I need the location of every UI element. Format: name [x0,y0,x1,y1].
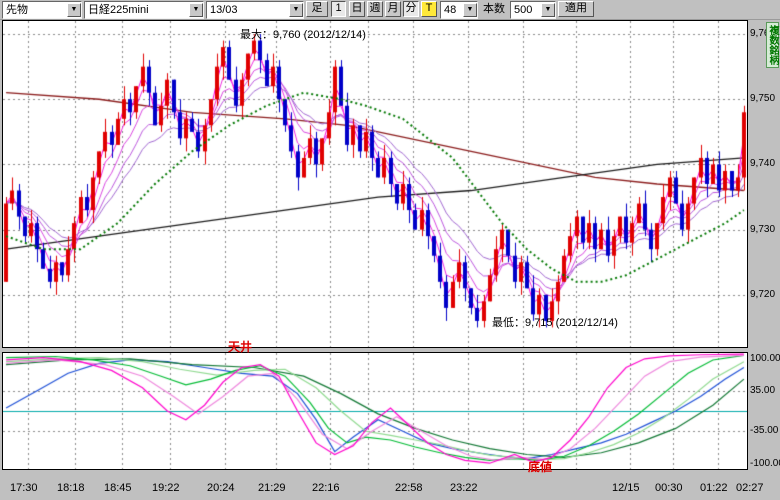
period-button-minute[interactable]: 分 [403,1,419,17]
time-axis-label: 12/15 [612,482,640,494]
main-chart-canvas[interactable] [3,21,747,347]
time-axis-label: 01:22 [700,482,728,494]
time-axis-label: 21:29 [258,482,286,494]
price-axis: 9,7609,7509,7409,7309,720 [748,21,778,349]
osc-axis: 100.00 35.00 -35.00 -100.00 [748,353,778,469]
time-axis-label: 18:18 [57,482,85,494]
ceiling-annotation: 天井 [228,338,252,355]
price-axis-label: 9,750 [750,93,775,104]
osc-axis-label: 100.00 [750,353,780,364]
time-axis-label: 22:58 [395,482,423,494]
time-axis: 17:30 18:18 18:45 19:22 20:24 21:29 22:16 22:58… [2,481,780,497]
time-axis-label: 18:45 [104,482,132,494]
bars-count-label: 本数 [480,1,508,17]
tick-button[interactable]: T [421,1,437,17]
dropdown-arrow-icon[interactable]: ▼ [289,3,303,17]
contract-month-value: 13/03 [207,3,289,17]
dropdown-arrow-icon[interactable]: ▼ [189,3,203,17]
time-axis-label: 17:30 [10,482,38,494]
price-axis-label: 9,730 [750,224,775,235]
time-axis-label: 19:22 [152,482,180,494]
multi-symbol-tab[interactable]: 複数銘柄 [766,22,779,68]
time-axis-label: 23:22 [450,482,478,494]
time-axis-label: 22:16 [312,482,340,494]
toolbar: 先物 ▼ 日経225mini ▼ 13/03 ▼ 足 1 日 週 月 分 T 4… [0,0,780,20]
symbol-value: 日経225mini [85,3,189,17]
contract-month-select[interactable]: 13/03 ▼ [206,1,304,19]
symbol-select[interactable]: 日経225mini ▼ [84,1,204,19]
bottom-annotation: 底値 [528,458,552,475]
instrument-select[interactable]: 先物 ▼ [2,1,82,19]
oscillator-panel [2,352,748,470]
min-price-annotation: 最低：9,715 (2012/12/14) [492,314,618,330]
time-axis-label: 20:24 [207,482,235,494]
time-axis-label: 02:27 [736,482,764,494]
osc-axis-label: 35.00 [750,385,775,396]
period-type-button[interactable]: 足 [306,1,328,17]
price-axis-label: 9,740 [750,158,775,169]
osc-axis-label: -100.00 [750,458,780,469]
period-button-month[interactable]: 月 [385,1,401,17]
osc-axis-label: -35.00 [750,425,778,436]
dropdown-arrow-icon[interactable]: ▼ [67,3,81,17]
period-button-day[interactable]: 日 [349,1,365,17]
interval-value: 48 [441,3,463,17]
interval-select[interactable]: 48 ▼ [440,1,478,19]
trading-chart-window: { "icons": { "dropdown_arrow": "▼" }, "t… [0,0,780,500]
apply-button[interactable]: 適用 [558,1,594,17]
main-chart-panel [2,20,748,348]
oscillator-canvas[interactable] [3,353,747,469]
dropdown-arrow-icon[interactable]: ▼ [541,3,555,17]
dropdown-arrow-icon[interactable]: ▼ [463,3,477,17]
bars-count-value: 500 [511,3,541,17]
period-button-1[interactable]: 1 [331,1,346,17]
bars-count-select[interactable]: 500 ▼ [510,1,556,19]
period-button-week[interactable]: 週 [367,1,383,17]
price-axis-label: 9,720 [750,289,775,300]
instrument-value: 先物 [3,3,67,17]
time-axis-label: 00:30 [655,482,683,494]
max-price-annotation: 最大：9,760 (2012/12/14) [240,26,366,42]
